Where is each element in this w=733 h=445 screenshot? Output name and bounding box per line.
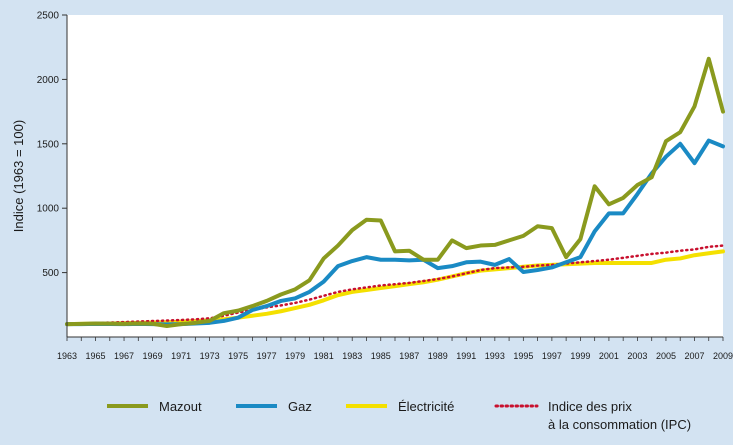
x-tick-label: 1989 [428,351,448,361]
x-tick-label: 1967 [114,351,134,361]
x-tick-label: 2003 [627,351,647,361]
legend: Mazout Gaz Électricité Indice des prix à… [107,399,691,432]
legend-label-electricite: Électricité [398,399,454,414]
y-axis-title: Indice (1963 = 100) [11,120,26,232]
x-tick-label: 2005 [656,351,676,361]
y-tick-label: 2500 [37,11,60,22]
x-tick-label: 1969 [143,351,163,361]
series-line-electricite [65,249,725,327]
x-tick-label: 1997 [542,351,562,361]
y-axis: 500 1000 1500 2000 2500 [37,11,67,279]
series-layer [65,56,725,329]
x-tick-label: 1963 [57,351,77,361]
x-tick-label: 1995 [513,351,533,361]
x-axis: 1963 1965 1967 1969 1971 1973 1975 1977 1979 1981… [57,337,733,361]
x-tick-label: 1993 [485,351,505,361]
x-tick-label: 2009 [713,351,733,361]
legend-label-gaz: Gaz [288,399,312,414]
series-line-ipc [65,244,725,326]
x-tick-label: 1983 [342,351,362,361]
legend-label-ipc-line2: à la consommation (IPC) [548,417,691,432]
legend-item-electricite: Électricité [346,399,454,414]
x-tick-label: 1991 [456,351,476,361]
x-tick-label: 1999 [570,351,590,361]
legend-label-mazout: Mazout [159,399,202,414]
legend-item-gaz: Gaz [236,399,312,414]
legend-label-ipc-line1: Indice des prix [548,399,632,414]
x-tick-label: 1973 [200,351,220,361]
plot-area [67,15,723,337]
y-tick-label: 500 [42,268,59,279]
x-tick-label: 2001 [599,351,619,361]
legend-item-mazout: Mazout [107,399,202,414]
x-tick-label: 1965 [86,351,106,361]
x-tick-label: 1975 [228,351,248,361]
x-tick-label: 1987 [399,351,419,361]
series-line-mazout [65,56,725,329]
x-tick-label: 1985 [371,351,391,361]
y-tick-label: 1000 [37,204,60,215]
x-tick-label: 1977 [257,351,277,361]
legend-item-ipc: Indice des prix à la consommation (IPC) [494,399,691,432]
y-tick-label: 1500 [37,139,60,150]
x-tick-label: 1971 [171,351,191,361]
x-tick-label: 2007 [684,351,704,361]
x-tick-label: 1979 [285,351,305,361]
x-tick-label: 1981 [314,351,334,361]
y-tick-label: 2000 [37,75,60,86]
